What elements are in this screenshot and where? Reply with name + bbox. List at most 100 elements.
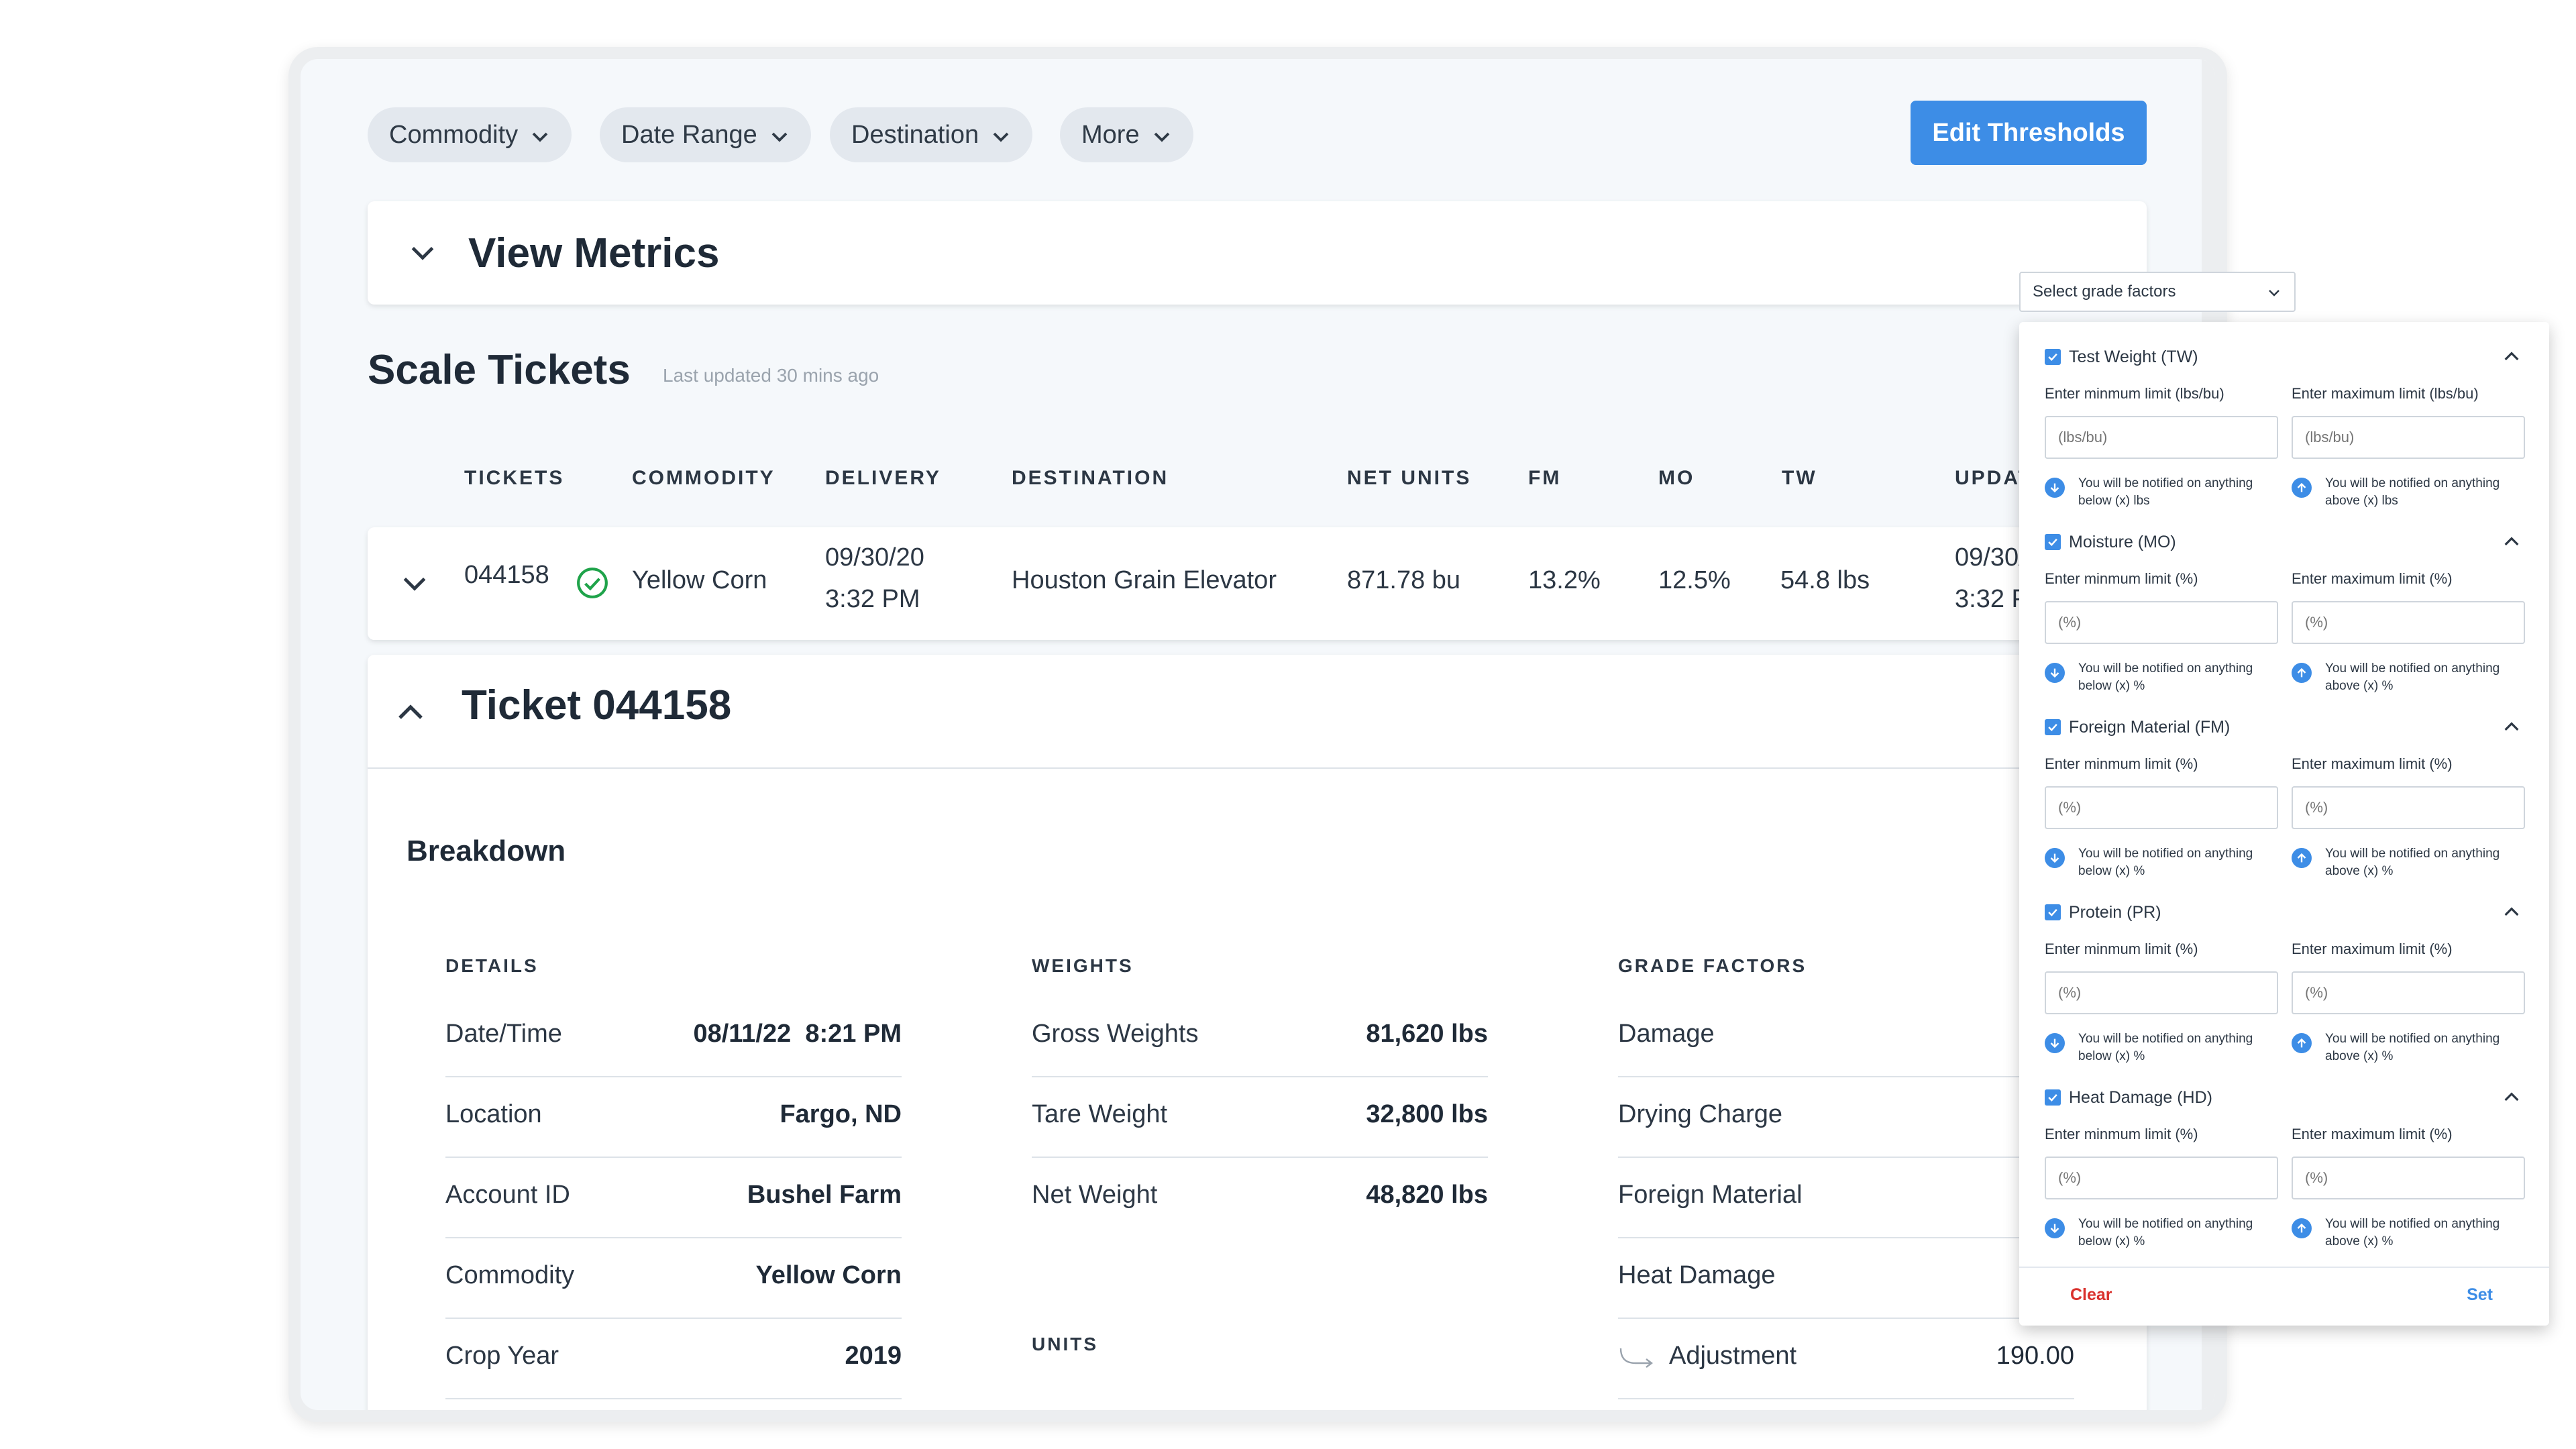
detail-label: Date/Time [445, 1020, 562, 1048]
arrow-up-icon [2292, 478, 2312, 498]
column-header-destination[interactable]: DESTINATION [1012, 467, 1169, 489]
checkbox[interactable] [2045, 719, 2061, 735]
below-note: You will be notified on anything below (… [2078, 1032, 2253, 1063]
grade-factor-block: Moisture (MO) Enter minmum limit (%) Enter… [2019, 507, 2549, 693]
checkbox[interactable] [2045, 904, 2061, 920]
max-limit-input[interactable] [2292, 971, 2525, 1014]
grade-factor-row: Heat Damage [1618, 1238, 2074, 1319]
above-note: You will be notified on anything above (… [2325, 476, 2500, 508]
chevron-up-icon[interactable] [394, 696, 427, 729]
checkbox[interactable] [2045, 534, 2061, 550]
column-header-updated[interactable]: UPDAT [1955, 467, 2033, 489]
commodity-filter[interactable]: Commodity [368, 107, 572, 162]
units-heading: UNITS [1032, 1334, 1098, 1354]
max-limit-input[interactable] [2292, 416, 2525, 459]
updated-time-cell: 3:32 P [1955, 585, 2029, 613]
detail-value: Bushel Farm [747, 1181, 902, 1209]
weight-value: 32,800 lbs [1366, 1100, 1488, 1128]
date-range-filter-label: Date Range [621, 120, 757, 149]
subitem-arrow-icon [1618, 1344, 1656, 1368]
min-limit-input[interactable] [2045, 786, 2278, 829]
checkbox[interactable] [2045, 349, 2061, 365]
tw-cell: 54.8 lbs [1780, 566, 1870, 594]
view-metrics-card[interactable]: View Metrics [368, 201, 2147, 305]
details-heading: DETAILS [445, 955, 539, 976]
chevron-down-icon[interactable] [400, 569, 429, 598]
column-header-net-units[interactable]: NET UNITS [1347, 467, 1472, 489]
min-limit-label: Enter minmum limit (lbs/bu) [2045, 385, 2224, 402]
view-metrics-title: View Metrics [468, 229, 720, 276]
weight-label: Tare Weight [1032, 1100, 1168, 1128]
grade-factor-row: Damage [1618, 997, 2074, 1077]
chevron-up-icon[interactable] [2501, 902, 2522, 923]
max-limit-input[interactable] [2292, 1157, 2525, 1199]
weights-heading: WEIGHTS [1032, 955, 1134, 976]
chevron-up-icon[interactable] [2501, 531, 2522, 553]
more-filter[interactable]: More [1060, 107, 1193, 162]
grade-factor-title: Test Weight (TW) [2069, 347, 2198, 366]
ticket-number[interactable]: 044158 [464, 561, 549, 589]
grade-factor-label: Foreign Material [1618, 1181, 1803, 1209]
min-limit-input[interactable] [2045, 971, 2278, 1014]
min-limit-input[interactable] [2045, 1157, 2278, 1199]
min-limit-input[interactable] [2045, 416, 2278, 459]
min-limit-input[interactable] [2045, 601, 2278, 644]
grade-factor-label: Heat Damage [1618, 1261, 1776, 1289]
detail-row: Crop Year 2019 [445, 1319, 902, 1399]
destination-filter[interactable]: Destination [830, 107, 1033, 162]
scale-tickets-title: Scale Tickets [368, 347, 631, 393]
detail-value: Fargo, ND [780, 1100, 902, 1128]
detail-row: Account ID Bushel Farm [445, 1158, 902, 1238]
adjustment-label: Adjustment [1669, 1342, 1797, 1370]
checkbox[interactable] [2045, 1089, 2061, 1106]
set-button[interactable]: Set [2467, 1285, 2493, 1304]
column-header-tw[interactable]: TW [1782, 467, 1817, 489]
above-note: You will be notified on anything above (… [2325, 847, 2500, 878]
ticket-detail-panel: Ticket 044158 Breakdown DETAILS Date/Tim… [368, 655, 2147, 1410]
detail-row: Date/Time 08/11/22 8:21 PM [445, 997, 902, 1077]
grade-factor-block: Protein (PR) Enter minmum limit (%) Enter … [2019, 877, 2549, 1063]
max-limit-label: Enter maximum limit (%) [2292, 941, 2453, 957]
chevron-down-icon [2266, 284, 2282, 301]
chevron-down-icon [769, 125, 790, 145]
table-row[interactable]: 044158 Yellow Corn 09/30/20 3:32 PM Hous… [368, 527, 2147, 640]
arrow-down-icon [2045, 1033, 2065, 1053]
detail-label: Commodity [445, 1261, 575, 1289]
date-range-filter[interactable]: Date Range [600, 107, 811, 162]
column-header-fm[interactable]: FM [1528, 467, 1562, 489]
grade-factor-label: Damage [1618, 1020, 1715, 1048]
select-grade-factors-dropdown[interactable]: Select grade factors [2019, 272, 2296, 312]
edit-thresholds-button[interactable]: Edit Thresholds [1911, 101, 2147, 165]
grade-factor-title: Protein (PR) [2069, 903, 2161, 922]
grade-factor-block: Test Weight (TW) Enter minmum limit (lbs/… [2019, 322, 2549, 508]
column-header-tickets[interactable]: TICKETS [464, 467, 565, 489]
chevron-up-icon[interactable] [2501, 1087, 2522, 1108]
arrow-down-icon [2045, 478, 2065, 498]
chevron-down-icon [991, 125, 1011, 145]
column-header-commodity[interactable]: COMMODITY [632, 467, 775, 489]
grade-factor-block: Heat Damage (HD) Enter minmum limit (%) En… [2019, 1063, 2549, 1248]
updated-date-cell: 09/30/ [1955, 543, 2026, 572]
above-note: You will be notified on anything above (… [2325, 1217, 2500, 1248]
chevron-down-icon[interactable] [408, 238, 437, 268]
column-header-mo[interactable]: MO [1658, 467, 1695, 489]
max-limit-label: Enter maximum limit (lbs/bu) [2292, 385, 2479, 402]
column-header-delivery[interactable]: DELIVERY [825, 467, 941, 489]
commodity-filter-label: Commodity [389, 120, 519, 149]
arrow-down-icon [2045, 848, 2065, 868]
arrow-up-icon [2292, 848, 2312, 868]
min-limit-label: Enter minmum limit (%) [2045, 941, 2198, 957]
arrow-up-icon [2292, 1033, 2312, 1053]
max-limit-label: Enter maximum limit (%) [2292, 1126, 2453, 1142]
last-updated-text: Last updated 30 mins ago [663, 365, 879, 386]
chevron-up-icon[interactable] [2501, 346, 2522, 368]
fm-cell: 13.2% [1528, 566, 1601, 594]
max-limit-label: Enter maximum limit (%) [2292, 755, 2453, 772]
chevron-up-icon[interactable] [2501, 716, 2522, 738]
clear-button[interactable]: Clear [2070, 1285, 2112, 1304]
destination-cell: Houston Grain Elevator [1012, 566, 1277, 594]
net-units-cell: 871.78 bu [1347, 566, 1461, 594]
max-limit-input[interactable] [2292, 786, 2525, 829]
ticket-detail-header[interactable]: Ticket 044158 [368, 655, 2147, 769]
max-limit-input[interactable] [2292, 601, 2525, 644]
